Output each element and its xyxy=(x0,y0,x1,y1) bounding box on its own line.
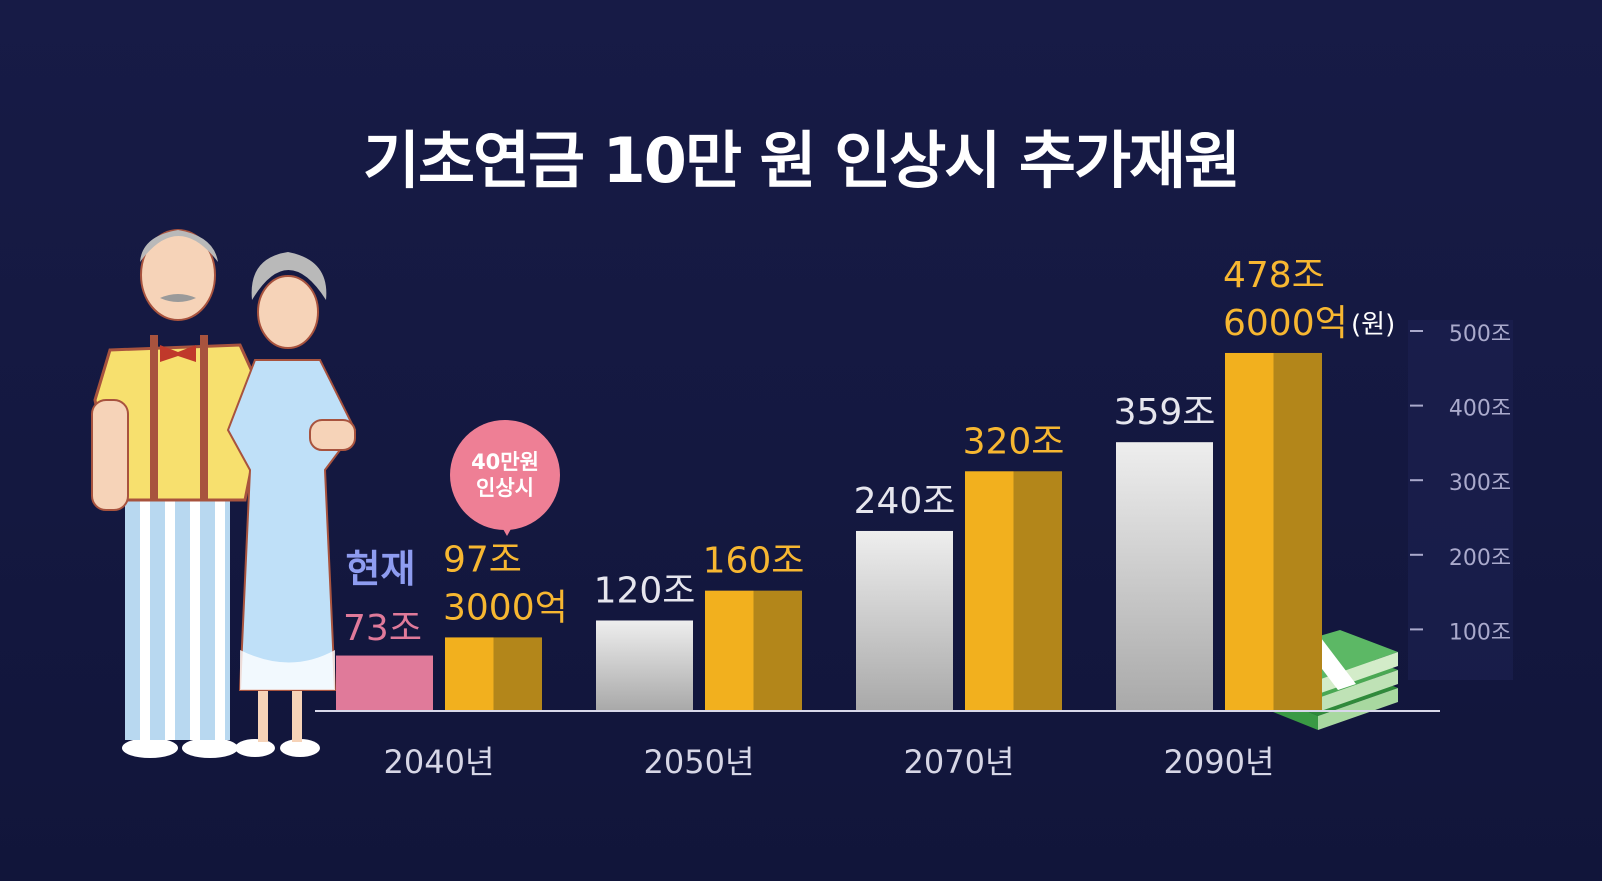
y-axis: 100조 200조 300조 400조 500조 xyxy=(1408,320,1513,680)
y-tick-label: 200조 xyxy=(1449,546,1511,571)
x-tick-label: 2050년 xyxy=(644,743,755,781)
bar-current xyxy=(856,530,953,710)
bar-projected xyxy=(1225,352,1322,710)
y-tick-label: 300조 xyxy=(1449,471,1511,496)
value-label: 478조 xyxy=(1223,255,1325,296)
increase-bubble: 40만원 인상시 xyxy=(450,420,560,530)
y-tick-label: 100조 xyxy=(1449,620,1511,645)
value-label: 97조 xyxy=(443,539,522,580)
bubble-line-1: 40만원 xyxy=(471,449,539,474)
unit-label: (원) xyxy=(1351,310,1395,340)
bar-current xyxy=(336,655,433,710)
value-label: 240조 xyxy=(854,481,956,522)
value-label: 120조 xyxy=(594,570,696,611)
bar-current xyxy=(1116,442,1213,710)
value-label: 160조 xyxy=(703,541,805,582)
value-label: 320조 xyxy=(963,421,1065,462)
bar-projected xyxy=(705,590,802,710)
x-axis: 2040년 2050년 2070년 2090년 xyxy=(384,743,1275,781)
elderly-couple-illustration xyxy=(91,229,357,758)
x-tick-label: 2070년 xyxy=(904,743,1015,781)
bubble-line-2: 인상시 xyxy=(476,476,534,500)
x-tick-label: 2040년 xyxy=(384,743,495,781)
current-tag: 현재 xyxy=(346,547,416,591)
y-axis-panel xyxy=(1408,320,1513,680)
bar-projected xyxy=(965,471,1062,710)
chart-title: 기초연금 10만 원 인상시 추가재원 xyxy=(362,124,1241,197)
value-label: 3000억 xyxy=(443,587,568,628)
bars xyxy=(336,352,1322,710)
y-tick-label: 400조 xyxy=(1449,397,1511,422)
value-label: 73조 xyxy=(343,608,422,649)
value-label: 359조 xyxy=(1114,392,1216,433)
value-label: 6000억 xyxy=(1223,303,1348,344)
x-tick-label: 2090년 xyxy=(1164,743,1275,781)
bubble-tail xyxy=(498,520,516,536)
bar-projected xyxy=(445,637,542,710)
bar-current xyxy=(596,620,693,710)
y-tick-label: 500조 xyxy=(1449,322,1511,347)
